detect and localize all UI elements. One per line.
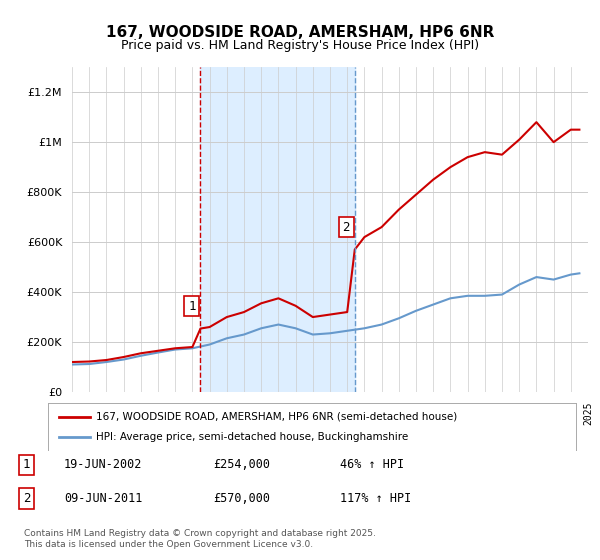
Text: 2: 2 bbox=[23, 492, 30, 505]
Text: 1: 1 bbox=[23, 459, 30, 472]
Text: 19-JUN-2002: 19-JUN-2002 bbox=[64, 459, 142, 472]
Text: 1: 1 bbox=[188, 300, 196, 312]
Text: 117% ↑ HPI: 117% ↑ HPI bbox=[340, 492, 412, 505]
Text: 46% ↑ HPI: 46% ↑ HPI bbox=[340, 459, 404, 472]
Text: HPI: Average price, semi-detached house, Buckinghamshire: HPI: Average price, semi-detached house,… bbox=[95, 432, 408, 442]
Bar bbox=[200, 67, 355, 392]
Text: £254,000: £254,000 bbox=[214, 459, 271, 472]
Text: 09-JUN-2011: 09-JUN-2011 bbox=[64, 492, 142, 505]
Text: 167, WOODSIDE ROAD, AMERSHAM, HP6 6NR (semi-detached house): 167, WOODSIDE ROAD, AMERSHAM, HP6 6NR (s… bbox=[95, 412, 457, 422]
Text: £570,000: £570,000 bbox=[214, 492, 271, 505]
Text: 2: 2 bbox=[343, 221, 350, 234]
Text: Price paid vs. HM Land Registry's House Price Index (HPI): Price paid vs. HM Land Registry's House … bbox=[121, 39, 479, 52]
Text: 167, WOODSIDE ROAD, AMERSHAM, HP6 6NR: 167, WOODSIDE ROAD, AMERSHAM, HP6 6NR bbox=[106, 25, 494, 40]
Text: Contains HM Land Registry data © Crown copyright and database right 2025.
This d: Contains HM Land Registry data © Crown c… bbox=[24, 529, 376, 549]
